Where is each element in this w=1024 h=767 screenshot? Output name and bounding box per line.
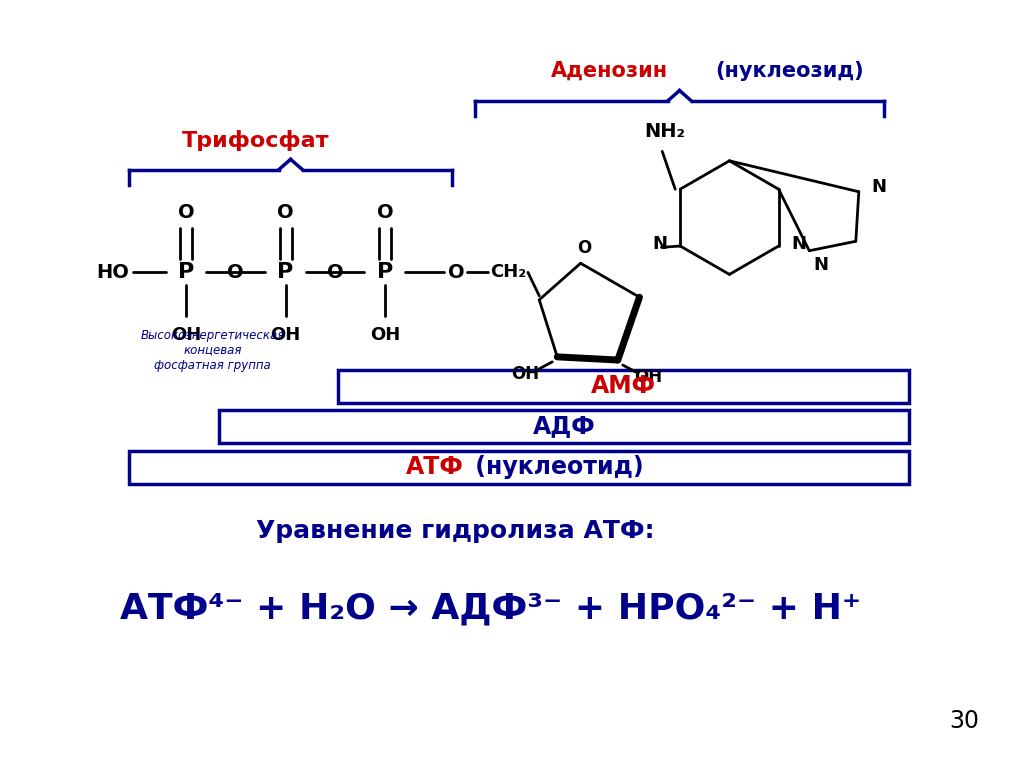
Text: CH₂: CH₂: [489, 263, 526, 281]
Text: OH: OH: [270, 326, 301, 344]
Text: O: O: [327, 263, 344, 282]
Text: N: N: [871, 178, 886, 196]
Text: P: P: [278, 262, 294, 282]
Text: АМФ: АМФ: [591, 374, 656, 399]
Text: N: N: [652, 235, 668, 253]
Text: Уравнение гидролиза АТФ:: Уравнение гидролиза АТФ:: [256, 519, 654, 544]
Text: O: O: [377, 203, 393, 222]
Text: Аденозин: Аденозин: [551, 61, 669, 81]
Text: (нуклеотид): (нуклеотид): [467, 455, 643, 479]
Text: HO: HO: [96, 263, 129, 282]
Text: Высокоэнергетическая
концевая
фосфатная группа: Высокоэнергетическая концевая фосфатная …: [140, 328, 285, 372]
Text: АТФ: АТФ: [407, 455, 464, 479]
Text: OH: OH: [371, 326, 400, 344]
Text: O: O: [578, 239, 592, 257]
Text: АДФ: АДФ: [532, 414, 595, 439]
Text: Трифосфат: Трифосфат: [182, 130, 330, 151]
Text: N: N: [792, 235, 806, 253]
Text: P: P: [377, 262, 393, 282]
FancyBboxPatch shape: [129, 451, 909, 484]
FancyBboxPatch shape: [339, 370, 909, 403]
Text: O: O: [227, 263, 244, 282]
Text: O: O: [278, 203, 294, 222]
Text: OH: OH: [511, 365, 540, 383]
Text: N: N: [814, 255, 828, 274]
Text: (нуклеозид): (нуклеозид): [715, 61, 863, 81]
Text: O: O: [447, 263, 465, 282]
Text: 30: 30: [949, 709, 979, 732]
Text: OH: OH: [634, 368, 662, 386]
Text: АТФ⁴⁻ + H₂O → АДФ³⁻ + НРО₄²⁻ + H⁺: АТФ⁴⁻ + H₂O → АДФ³⁻ + НРО₄²⁻ + H⁺: [120, 591, 860, 625]
Text: NH₂: NH₂: [645, 122, 686, 141]
Text: OH: OH: [171, 326, 201, 344]
Text: P: P: [178, 262, 194, 282]
Text: O: O: [177, 203, 195, 222]
FancyBboxPatch shape: [219, 410, 909, 443]
